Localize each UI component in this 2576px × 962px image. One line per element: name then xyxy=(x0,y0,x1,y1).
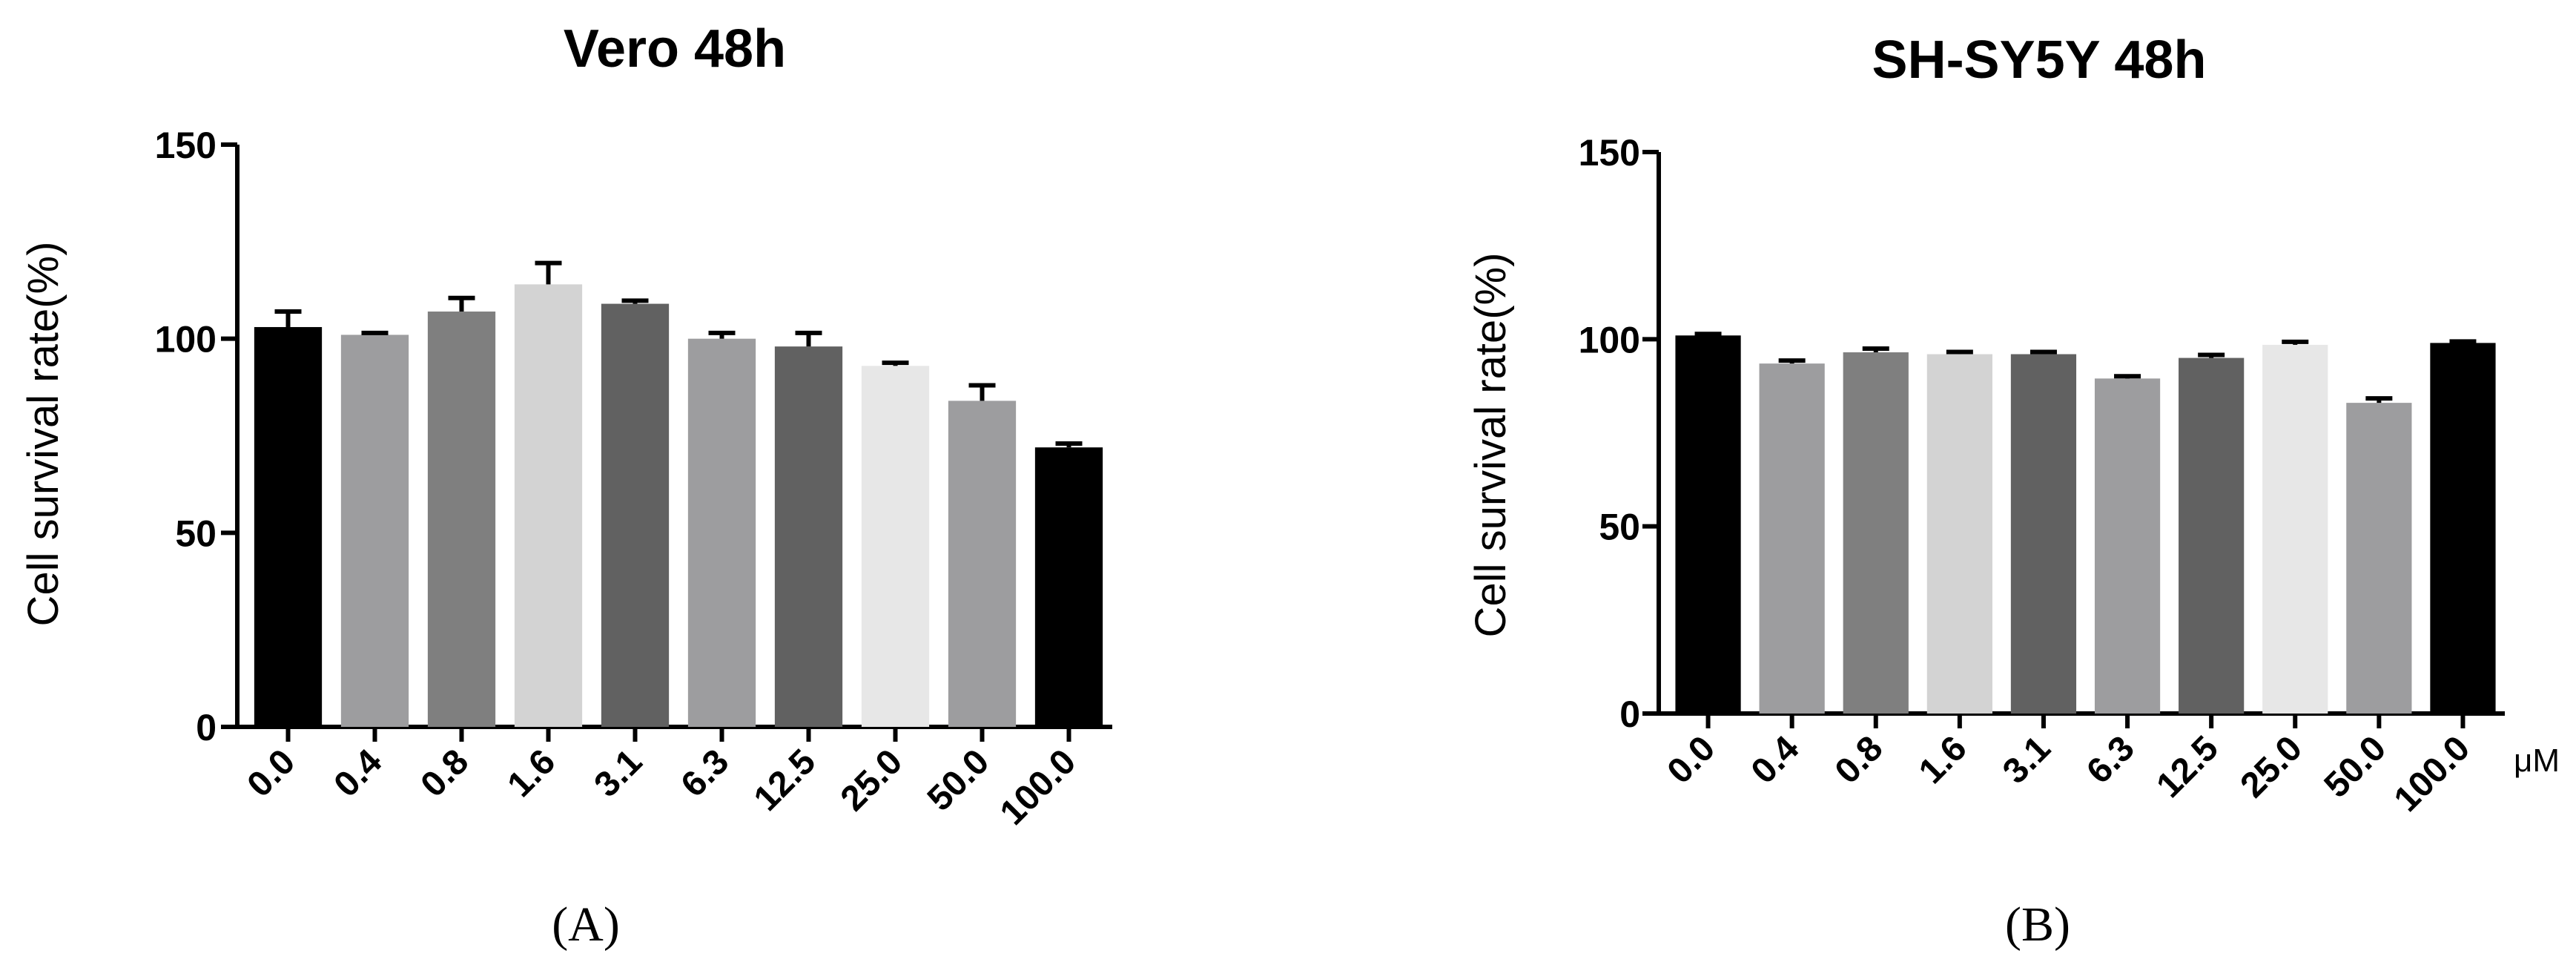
bar xyxy=(601,303,670,728)
bar xyxy=(254,326,323,727)
bar xyxy=(687,338,756,728)
error-bar xyxy=(448,295,475,312)
error-bar xyxy=(1694,332,1722,337)
error-bar xyxy=(1778,358,1806,364)
error-bar xyxy=(2282,339,2309,345)
x-tick-label: 1.6 xyxy=(1912,728,1975,791)
error-bar xyxy=(882,360,909,366)
x-tick-label: 25.0 xyxy=(833,742,911,819)
bar xyxy=(1675,335,1741,714)
x-tick-label: 3.1 xyxy=(1995,728,2058,791)
bar xyxy=(2262,344,2328,714)
x-tick-label: 1.6 xyxy=(501,742,564,805)
x-tick-label: 0.0 xyxy=(1660,728,1723,791)
x-tick-label: 6.3 xyxy=(674,742,737,805)
error-bar xyxy=(1055,441,1083,448)
chart-panel-a: Vero 48h Cell survival rate(%) (A) 0 50 10… xyxy=(19,19,1112,952)
bar xyxy=(427,312,496,727)
y-tick-label: 150 xyxy=(1579,132,1640,174)
x-tick-label: 12.5 xyxy=(2149,728,2226,805)
y-tick-label: 100 xyxy=(1579,319,1640,360)
x-tick-label: 50.0 xyxy=(2317,728,2394,805)
x-tick-label: 100.0 xyxy=(993,742,1083,832)
y-tick-label: 100 xyxy=(155,319,217,360)
x-tick-label: 12.5 xyxy=(747,742,824,819)
bar xyxy=(2430,343,2496,714)
y-tick-label: 150 xyxy=(155,125,217,166)
y-tick-label: 0 xyxy=(196,707,217,748)
bar xyxy=(1843,352,1909,714)
bar xyxy=(340,335,409,727)
bar xyxy=(861,366,930,727)
chart-title: Vero 48h xyxy=(564,19,786,79)
bar xyxy=(2346,403,2412,714)
error-bar xyxy=(535,260,562,285)
error-bar xyxy=(2365,396,2393,403)
y-tick-label: 50 xyxy=(175,513,217,554)
error-bar xyxy=(621,298,649,304)
bar xyxy=(2094,378,2161,714)
y-tick-label: 50 xyxy=(1599,507,1640,548)
x-tick-label: 100.0 xyxy=(2387,728,2477,819)
bar xyxy=(774,346,843,728)
bar xyxy=(948,401,1017,727)
error-bar xyxy=(795,330,822,347)
error-bar xyxy=(274,309,302,327)
x-tick-label: 0.0 xyxy=(240,742,303,805)
x-tick-label: 0.4 xyxy=(327,742,390,805)
error-bar xyxy=(2198,352,2225,358)
x-tick-label: 25.0 xyxy=(2233,728,2310,805)
bar xyxy=(1034,447,1103,727)
chart-title: SH-SY5Y 48h xyxy=(1872,30,2207,90)
panel-label: (A) xyxy=(552,897,620,952)
bar xyxy=(514,284,583,727)
error-bar xyxy=(2114,374,2141,379)
error-bar xyxy=(708,330,736,339)
chart-panel-b: SH-SY5Y 48h Cell survival rate(%) (B) μM… xyxy=(1467,30,2560,952)
bar xyxy=(2010,354,2077,714)
error-bar xyxy=(1946,349,1973,355)
unit-label: μM xyxy=(2514,742,2560,779)
x-tick-label: 3.1 xyxy=(587,742,650,805)
x-tick-label: 50.0 xyxy=(920,742,997,819)
error-bar xyxy=(2449,339,2477,344)
y-axis-label: Cell survival rate(%) xyxy=(1467,253,1515,638)
error-bar xyxy=(1862,346,1889,352)
panel-label: (B) xyxy=(2005,897,2070,952)
y-axis-label: Cell survival rate(%) xyxy=(19,242,67,627)
error-bar xyxy=(968,383,996,401)
y-tick-label: 0 xyxy=(1619,694,1640,735)
x-tick-label: 0.8 xyxy=(1828,728,1891,791)
x-tick-label: 0.4 xyxy=(1744,728,1807,791)
error-bar xyxy=(361,330,389,335)
bar xyxy=(1759,363,1825,714)
bar xyxy=(2179,358,2245,714)
error-bar xyxy=(2030,349,2057,355)
bar xyxy=(1926,354,1992,714)
x-tick-label: 0.8 xyxy=(414,742,477,805)
x-tick-label: 6.3 xyxy=(2079,728,2142,791)
